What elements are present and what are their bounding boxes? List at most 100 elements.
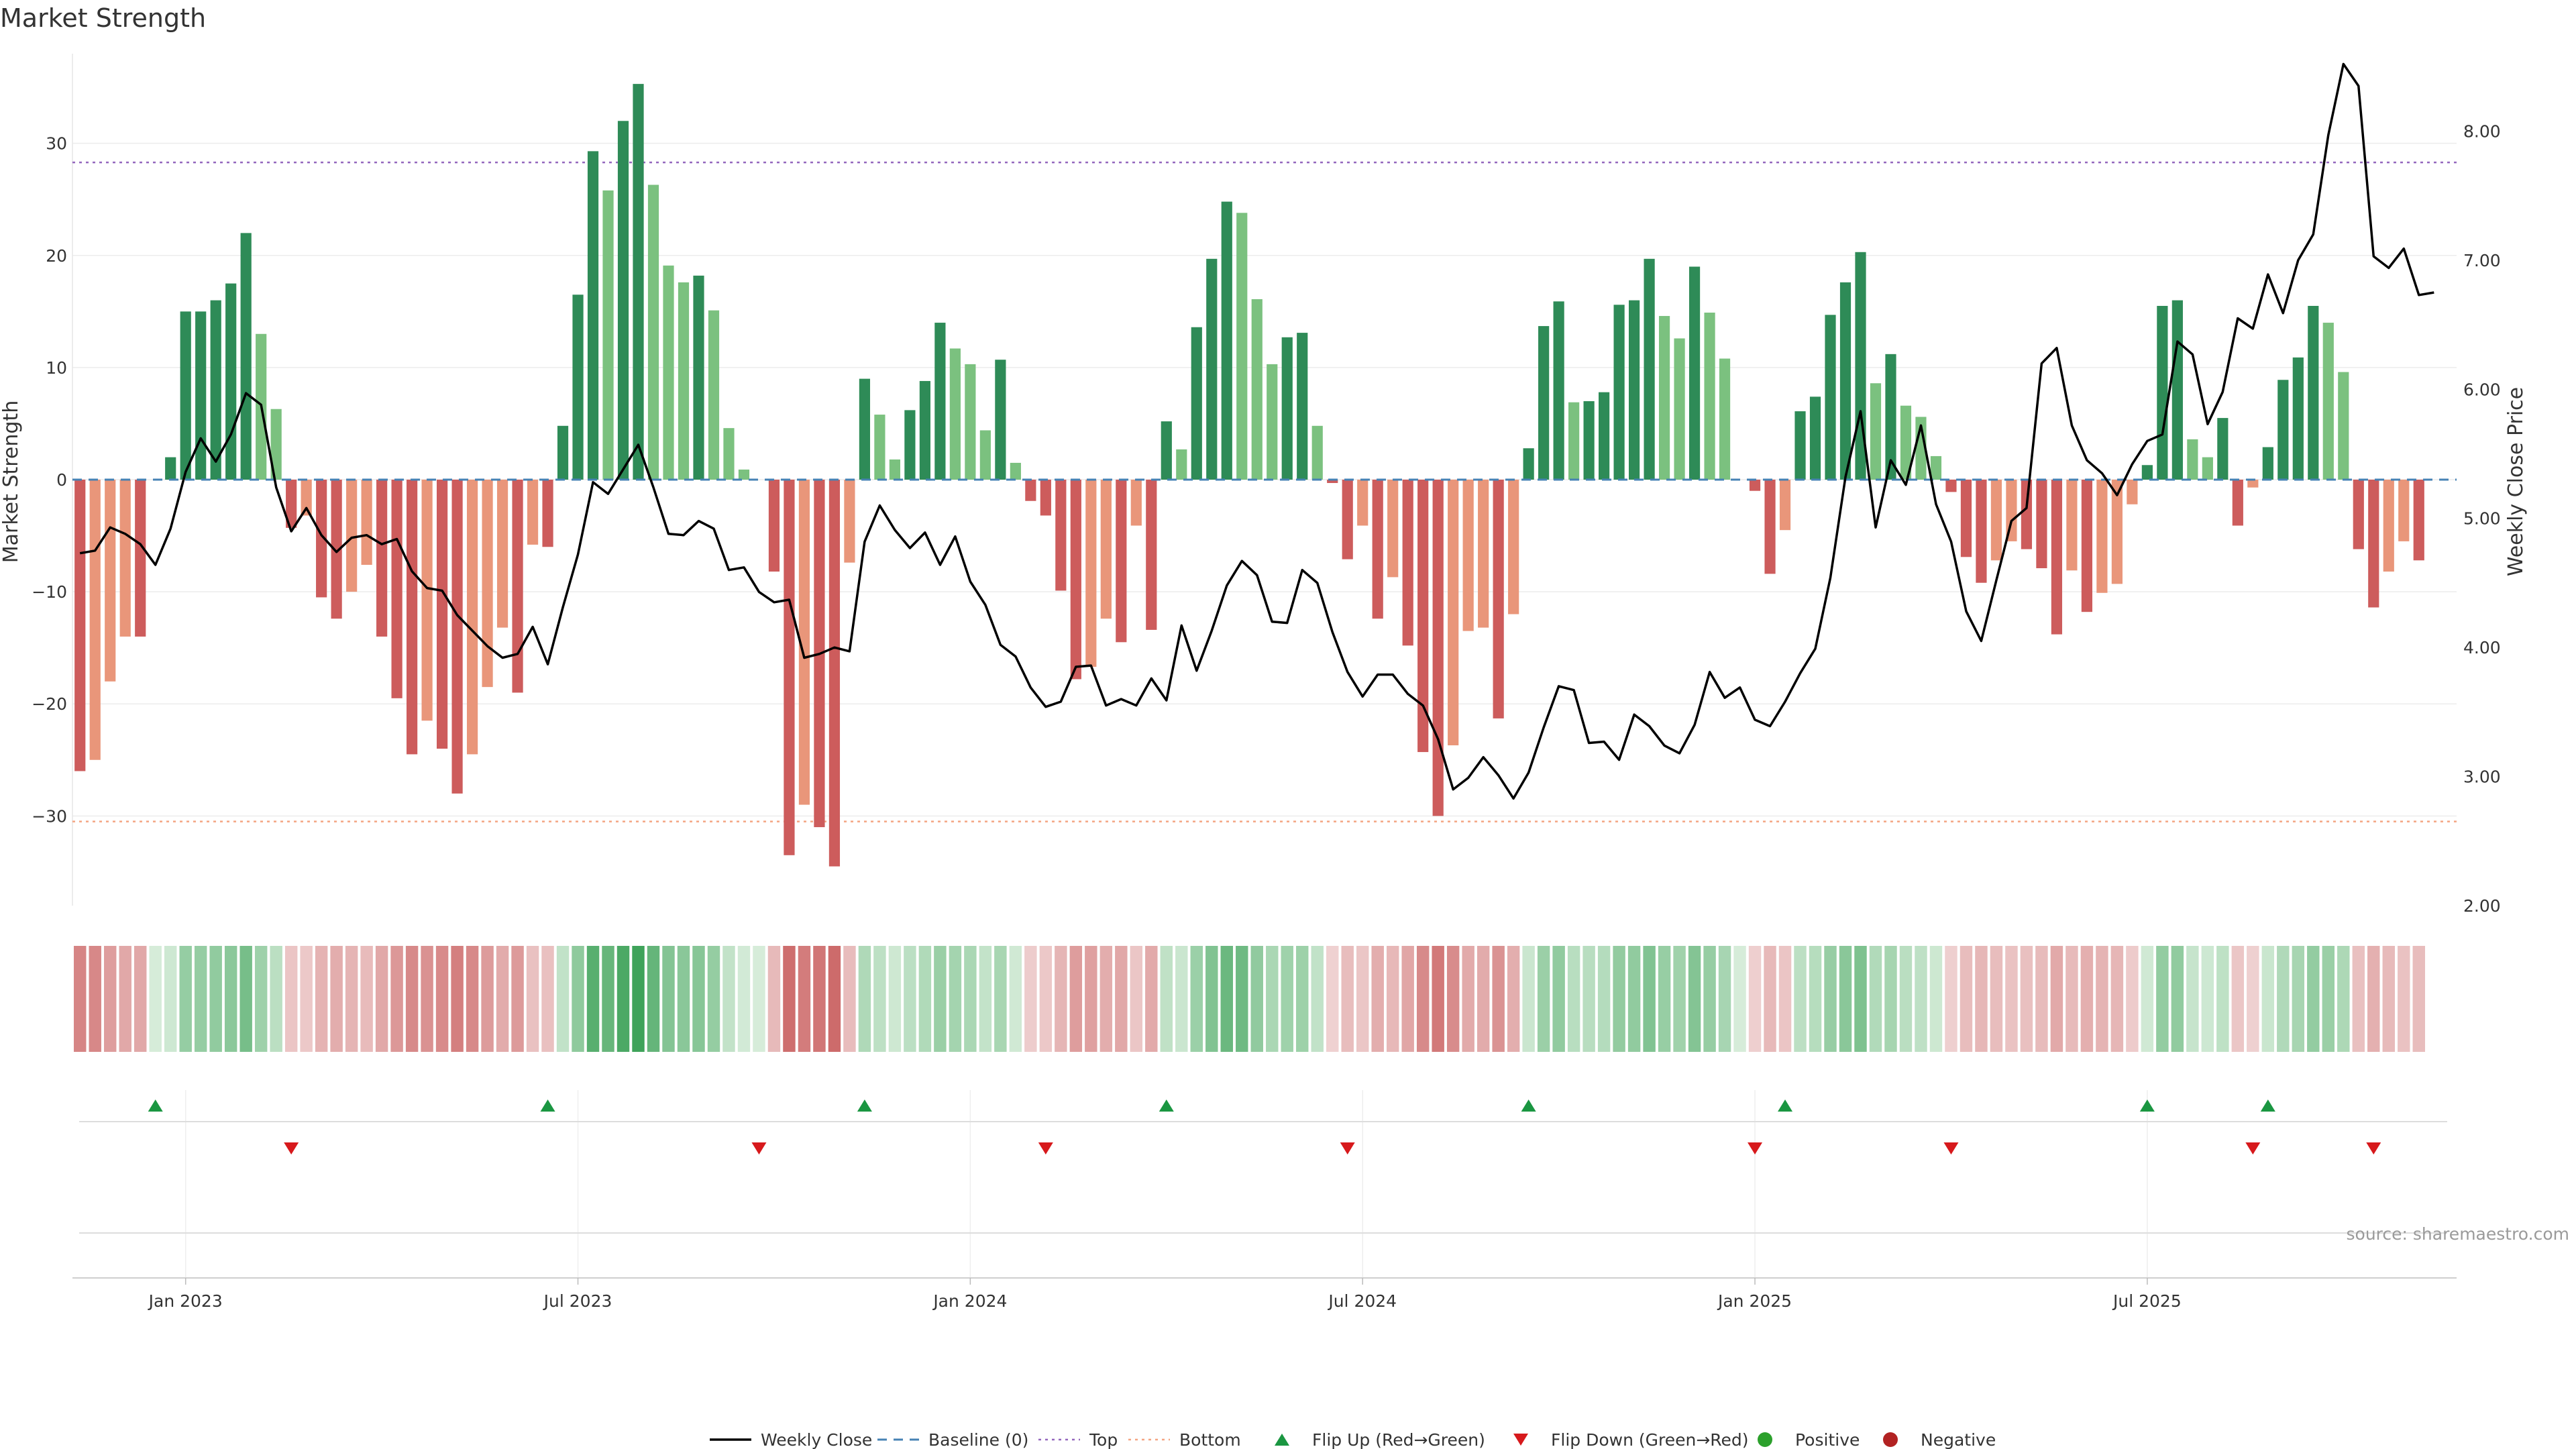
heat-strip-cell (1160, 946, 1173, 1052)
strength-bar (1387, 480, 1399, 578)
flip-down-marker (284, 1142, 299, 1155)
heat-strip-cell (753, 946, 765, 1052)
strength-bar (1251, 299, 1263, 480)
heat-strip-cell (375, 946, 388, 1052)
strength-bar (1055, 480, 1067, 591)
strength-bar (1794, 411, 1806, 480)
strength-bar (1976, 480, 1987, 583)
strength-bar (346, 480, 358, 592)
strength-bar (1553, 301, 1564, 480)
strength-bar (210, 300, 221, 480)
strength-bar (1478, 480, 1489, 628)
strength-bar (1508, 480, 1519, 614)
legend-item: Bottom (1128, 1430, 1241, 1449)
strength-bar (527, 480, 539, 545)
strength-bar (165, 457, 176, 480)
heat-strip-cell (1854, 946, 1867, 1052)
strength-bar (496, 480, 508, 628)
strength-bar (2322, 323, 2334, 480)
strength-bar (2096, 480, 2108, 593)
strength-bar (2006, 480, 2017, 541)
legend-label: Flip Up (Red→Green) (1312, 1430, 1485, 1449)
heat-strip-cell (2096, 946, 2108, 1052)
heat-strip-cell (1733, 946, 1746, 1052)
heat-strip-cell (270, 946, 282, 1052)
strength-bar (1206, 258, 1218, 480)
strength-bar (1990, 480, 2002, 561)
heat-strip-cell (239, 946, 252, 1052)
strength-bar (1025, 480, 1036, 501)
heat-strip-cell (692, 946, 705, 1052)
heat-strip-cell (1929, 946, 1943, 1052)
strength-bar (1417, 480, 1429, 753)
legend-item: Weekly Close (710, 1430, 872, 1449)
heat-strip-cell (1688, 946, 1701, 1052)
heat-strip-cell (1643, 946, 1656, 1052)
heat-strip-cell (2186, 946, 2199, 1052)
heat-strip-cell (1507, 946, 1520, 1052)
strength-bar (587, 151, 599, 480)
legend-label: Negative (1921, 1430, 1996, 1449)
strength-bar (1839, 282, 1851, 480)
strength-bar (1221, 201, 1232, 480)
strength-bar (1644, 258, 1655, 480)
strength-bar (1146, 480, 1157, 630)
legend-swatch-flip-down (1513, 1434, 1528, 1446)
strength-bar (407, 480, 418, 755)
heat-strip-cell (1869, 946, 1882, 1052)
legend-label: Flip Down (Green→Red) (1551, 1430, 1749, 1449)
heat-strip-cell (1975, 946, 1988, 1052)
heat-strip-cell (1809, 946, 1822, 1052)
heat-strip-cell (300, 946, 313, 1052)
heat-strip-cell (466, 946, 479, 1052)
strength-bar (135, 480, 146, 637)
strength-bar (1372, 480, 1383, 619)
heat-strip-cell (526, 946, 539, 1052)
heat-strip-cell (1341, 946, 1354, 1052)
heat-strip-cell (1205, 946, 1218, 1052)
strength-bar (874, 415, 885, 480)
strength-bar (784, 480, 795, 855)
heat-strip-cell (89, 946, 101, 1052)
strength-bar (2127, 480, 2138, 504)
heat-strip-cell (904, 946, 916, 1052)
heat-strip-cell (1748, 946, 1762, 1052)
heat-strip-cell (284, 946, 298, 1052)
heat-strip-cell (1764, 946, 1776, 1052)
strength-bar (1357, 480, 1368, 526)
heat-strip-cell (2080, 946, 2094, 1052)
strength-bar (1176, 449, 1187, 480)
heat-strip-cell (873, 946, 886, 1052)
right-tick-label: 3.00 (2463, 767, 2501, 787)
strength-bar (1870, 383, 1882, 480)
heat-strip-cell (2141, 946, 2154, 1052)
heat-strip-cell (783, 946, 796, 1052)
strength-bar (2262, 447, 2273, 480)
heat-strip-cell (104, 946, 117, 1052)
strength-bar (708, 310, 720, 480)
heat-strip-cell (2367, 946, 2380, 1052)
strength-bar (2338, 372, 2349, 480)
heat-strip-cell (224, 946, 237, 1052)
heat-strip-cell (149, 946, 162, 1052)
flip-up-marker (857, 1099, 872, 1112)
strength-bar (1010, 462, 1021, 480)
x-tick-label: Jul 2024 (1327, 1291, 1397, 1311)
strength-bar (1885, 354, 1896, 480)
heat-strip-cell (2292, 946, 2305, 1052)
heat-strip-cell (2020, 946, 2033, 1052)
strength-bar (1327, 480, 1338, 484)
heat-strip-cell (979, 946, 992, 1052)
heat-strip-cell (2201, 946, 2214, 1052)
heat-strip-cell (556, 946, 570, 1052)
heat-strip-cell (572, 946, 584, 1052)
heat-strip-cell (964, 946, 977, 1052)
strength-bar (965, 364, 976, 480)
right-axis-label: Weekly Close Price (2504, 387, 2528, 576)
heat-strip-cell (1537, 946, 1550, 1052)
heat-strip-cell (1236, 946, 1248, 1052)
weekly-close-path (79, 62, 2434, 800)
flip-down-marker (1943, 1142, 1959, 1155)
strength-bar (1613, 305, 1625, 480)
strength-bar (301, 480, 312, 516)
